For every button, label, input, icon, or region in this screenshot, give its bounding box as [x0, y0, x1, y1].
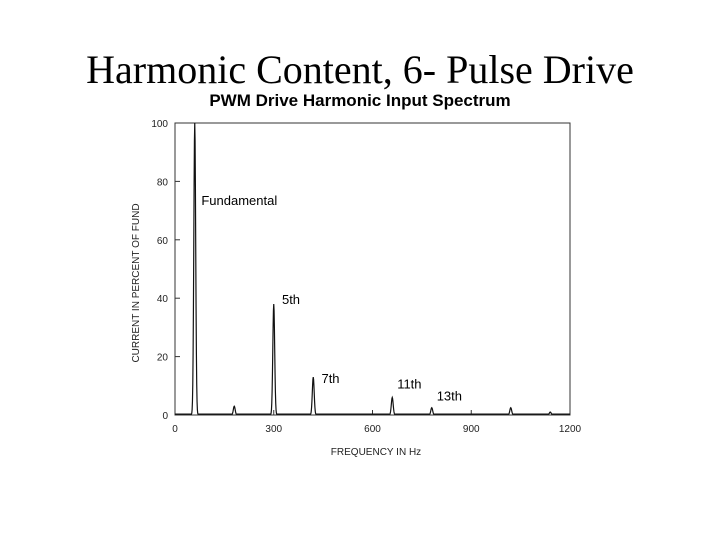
slide-title: Harmonic Content, 6- Pulse Drive — [86, 47, 634, 92]
x-tick-label: 300 — [265, 424, 282, 435]
annotation-7th: 7th — [321, 371, 339, 386]
y-tick-label: 80 — [157, 177, 169, 188]
x-tick-label: 1200 — [559, 424, 582, 435]
y-axis-label: CURRENT IN PERCENT OF FUND — [131, 203, 142, 362]
y-tick-label: 40 — [157, 294, 169, 305]
x-tick-label: 900 — [463, 424, 480, 435]
annotation-11th: 11th — [397, 377, 421, 392]
annotation-group: Fundamental 5th 7th 11th 13th — [201, 193, 462, 404]
x-tick-label: 0 — [172, 424, 178, 435]
x-tick-label: 600 — [364, 424, 381, 435]
y-tick-label: 100 — [151, 119, 168, 130]
x-axis-label: FREQUENCY IN Hz — [331, 447, 421, 458]
chart-title: PWM Drive Harmonic Input Spectrum — [209, 91, 511, 110]
spectrum-line — [175, 122, 570, 415]
y-tick-label: 0 — [162, 411, 168, 422]
y-tick-label: 20 — [157, 353, 169, 364]
annotation-fundamental: Fundamental — [201, 193, 277, 208]
tick-group: 0 300 600 900 1200 0 20 40 60 80 100 — [151, 119, 581, 435]
y-tick-label: 60 — [157, 236, 169, 247]
plot-frame — [174, 122, 571, 416]
annotation-5th: 5th — [282, 292, 300, 307]
annotation-13th: 13th — [437, 388, 462, 403]
